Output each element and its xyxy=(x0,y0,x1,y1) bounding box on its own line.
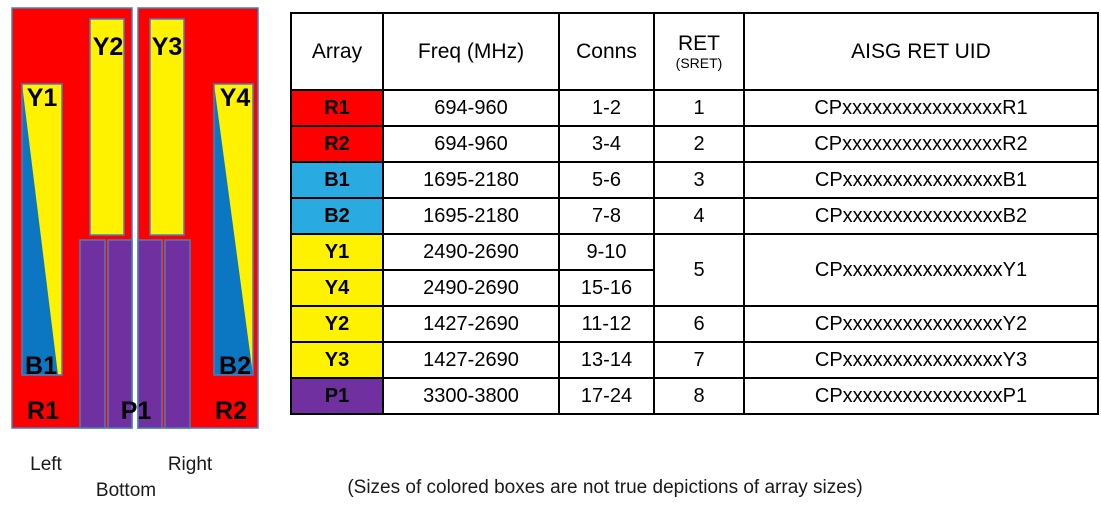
array-y3-rect xyxy=(149,18,185,236)
label-r1: R1 xyxy=(27,397,59,425)
uid-cell: CPxxxxxxxxxxxxxxxxR2 xyxy=(743,125,1099,163)
table-row-b2: B2 1695-2180 7-8 4 CPxxxxxxxxxxxxxxxxB2 xyxy=(290,197,1099,235)
table-row-y2: Y2 1427-2690 11-12 6 CPxxxxxxxxxxxxxxxxY… xyxy=(290,305,1099,343)
conns-cell: 15-16 xyxy=(558,269,655,307)
caption-bottom: Bottom xyxy=(96,480,156,501)
uid-cell-merged: CPxxxxxxxxxxxxxxxxY1 xyxy=(743,233,1099,307)
array-cell: Y2 xyxy=(290,305,384,343)
uid-cell: CPxxxxxxxxxxxxxxxxR1 xyxy=(743,89,1099,127)
array-p1-col-3 xyxy=(137,239,163,429)
table-header-row: Array Freq (MHz) Conns RET (SRET) AISG R… xyxy=(290,12,1099,91)
freq-cell: 3300-3800 xyxy=(382,377,560,415)
label-y3: Y3 xyxy=(152,33,183,61)
ret-cell-merged: 5 xyxy=(653,233,745,307)
ret-cell: 2 xyxy=(653,125,745,163)
caption-right: Right xyxy=(168,454,213,475)
table-row-r2: R2 694-960 3-4 2 CPxxxxxxxxxxxxxxxxR2 xyxy=(290,125,1099,163)
label-y4: Y4 xyxy=(220,84,251,112)
ret-cell: 6 xyxy=(653,305,745,343)
freq-cell: 1695-2180 xyxy=(382,161,560,199)
label-y2: Y2 xyxy=(93,33,124,61)
array-cell: Y1 xyxy=(290,233,384,271)
conns-cell: 13-14 xyxy=(558,341,655,379)
freq-cell: 2490-2690 xyxy=(382,269,560,307)
array-b1-triangle xyxy=(22,84,58,375)
freq-cell: 694-960 xyxy=(382,89,560,127)
conns-cell: 5-6 xyxy=(558,161,655,199)
table-row-r1: R1 694-960 1-2 1 CPxxxxxxxxxxxxxxxxR1 xyxy=(290,89,1099,127)
table-row-y1: Y1 2490-2690 9-10 5 CPxxxxxxxxxxxxxxxxY1 xyxy=(290,233,1099,307)
col-header-freq: Freq (MHz) xyxy=(382,12,560,91)
label-r2: R2 xyxy=(215,397,247,425)
label-b1: B1 xyxy=(25,352,57,380)
array-cell: Y4 xyxy=(290,269,384,307)
ret-cell: 4 xyxy=(653,197,745,235)
ret-cell: 1 xyxy=(653,89,745,127)
ret-cell: 7 xyxy=(653,341,745,379)
conns-cell: 11-12 xyxy=(558,305,655,343)
array-cell: R2 xyxy=(290,125,384,163)
ret-cell: 8 xyxy=(653,377,745,415)
label-y1: Y1 xyxy=(27,84,58,112)
array-p1-col-4 xyxy=(164,239,191,429)
freq-cell: 2490-2690 xyxy=(382,233,560,271)
freq-cell: 1427-2690 xyxy=(382,305,560,343)
conns-cell: 1-2 xyxy=(558,89,655,127)
col-header-array: Array xyxy=(290,12,384,91)
col-header-ret-main: RET xyxy=(678,32,720,55)
label-p1: P1 xyxy=(121,397,152,425)
uid-cell: CPxxxxxxxxxxxxxxxxP1 xyxy=(743,377,1099,415)
port-table: Array Freq (MHz) Conns RET (SRET) AISG R… xyxy=(290,12,1099,415)
table-row-b1: B1 1695-2180 5-6 3 CPxxxxxxxxxxxxxxxxB1 xyxy=(290,161,1099,199)
col-header-ret: RET (SRET) xyxy=(653,12,745,91)
ret-cell: 3 xyxy=(653,161,745,199)
conns-cell: 3-4 xyxy=(558,125,655,163)
array-p1-col-1 xyxy=(79,239,106,429)
conns-cell: 9-10 xyxy=(558,233,655,271)
freq-cell: 694-960 xyxy=(382,125,560,163)
array-cell: B2 xyxy=(290,197,384,235)
size-disclaimer-footnote: (Sizes of colored boxes are not true dep… xyxy=(347,477,863,498)
freq-cell: 1695-2180 xyxy=(382,197,560,235)
uid-cell: CPxxxxxxxxxxxxxxxxB1 xyxy=(743,161,1099,199)
array-y4-outline xyxy=(213,83,254,376)
uid-cell: CPxxxxxxxxxxxxxxxxB2 xyxy=(743,197,1099,235)
uid-cell: CPxxxxxxxxxxxxxxxxY2 xyxy=(743,305,1099,343)
array-y1-outline xyxy=(21,83,63,376)
caption-left: Left xyxy=(30,454,62,475)
array-cell: P1 xyxy=(290,377,384,415)
table-row-y3: Y3 1427-2690 13-14 7 CPxxxxxxxxxxxxxxxxY… xyxy=(290,341,1099,379)
col-header-ret-sub: (SRET) xyxy=(675,55,723,71)
array-b2-triangle xyxy=(214,84,253,375)
table-row-p1: P1 3300-3800 17-24 8 CPxxxxxxxxxxxxxxxxP… xyxy=(290,377,1099,415)
array-cell: R1 xyxy=(290,89,384,127)
array-y2-rect xyxy=(89,18,125,236)
conns-cell: 7-8 xyxy=(558,197,655,235)
antenna-face-diagram: Y1 Y2 Y3 Y4 B1 B2 R1 P1 R2 Left Right Bo… xyxy=(11,7,259,501)
freq-cell: 1427-2690 xyxy=(382,341,560,379)
col-header-uid: AISG RET UID xyxy=(743,12,1099,91)
col-header-conns: Conns xyxy=(558,12,655,91)
uid-cell: CPxxxxxxxxxxxxxxxxY3 xyxy=(743,341,1099,379)
table-row-y4: Y4 2490-2690 15-16 xyxy=(290,269,1098,307)
array-p1-col-2 xyxy=(107,239,133,429)
array-cell: B1 xyxy=(290,161,384,199)
conns-cell: 17-24 xyxy=(558,377,655,415)
array-cell: Y3 xyxy=(290,341,384,379)
label-b2: B2 xyxy=(219,352,251,380)
